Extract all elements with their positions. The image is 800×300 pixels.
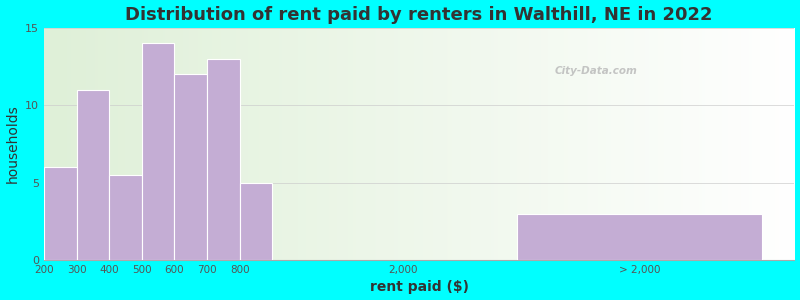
Bar: [110, 175, 142, 260]
Bar: [77, 90, 110, 260]
Bar: [517, 214, 762, 260]
Y-axis label: households: households: [6, 105, 19, 183]
Bar: [174, 74, 207, 260]
Title: Distribution of rent paid by renters in Walthill, NE in 2022: Distribution of rent paid by renters in …: [126, 6, 713, 24]
X-axis label: rent paid ($): rent paid ($): [370, 280, 469, 294]
Text: City-Data.com: City-Data.com: [554, 66, 637, 76]
Bar: [142, 44, 174, 260]
Bar: [240, 183, 272, 260]
Bar: [207, 59, 240, 260]
Bar: [44, 167, 77, 260]
